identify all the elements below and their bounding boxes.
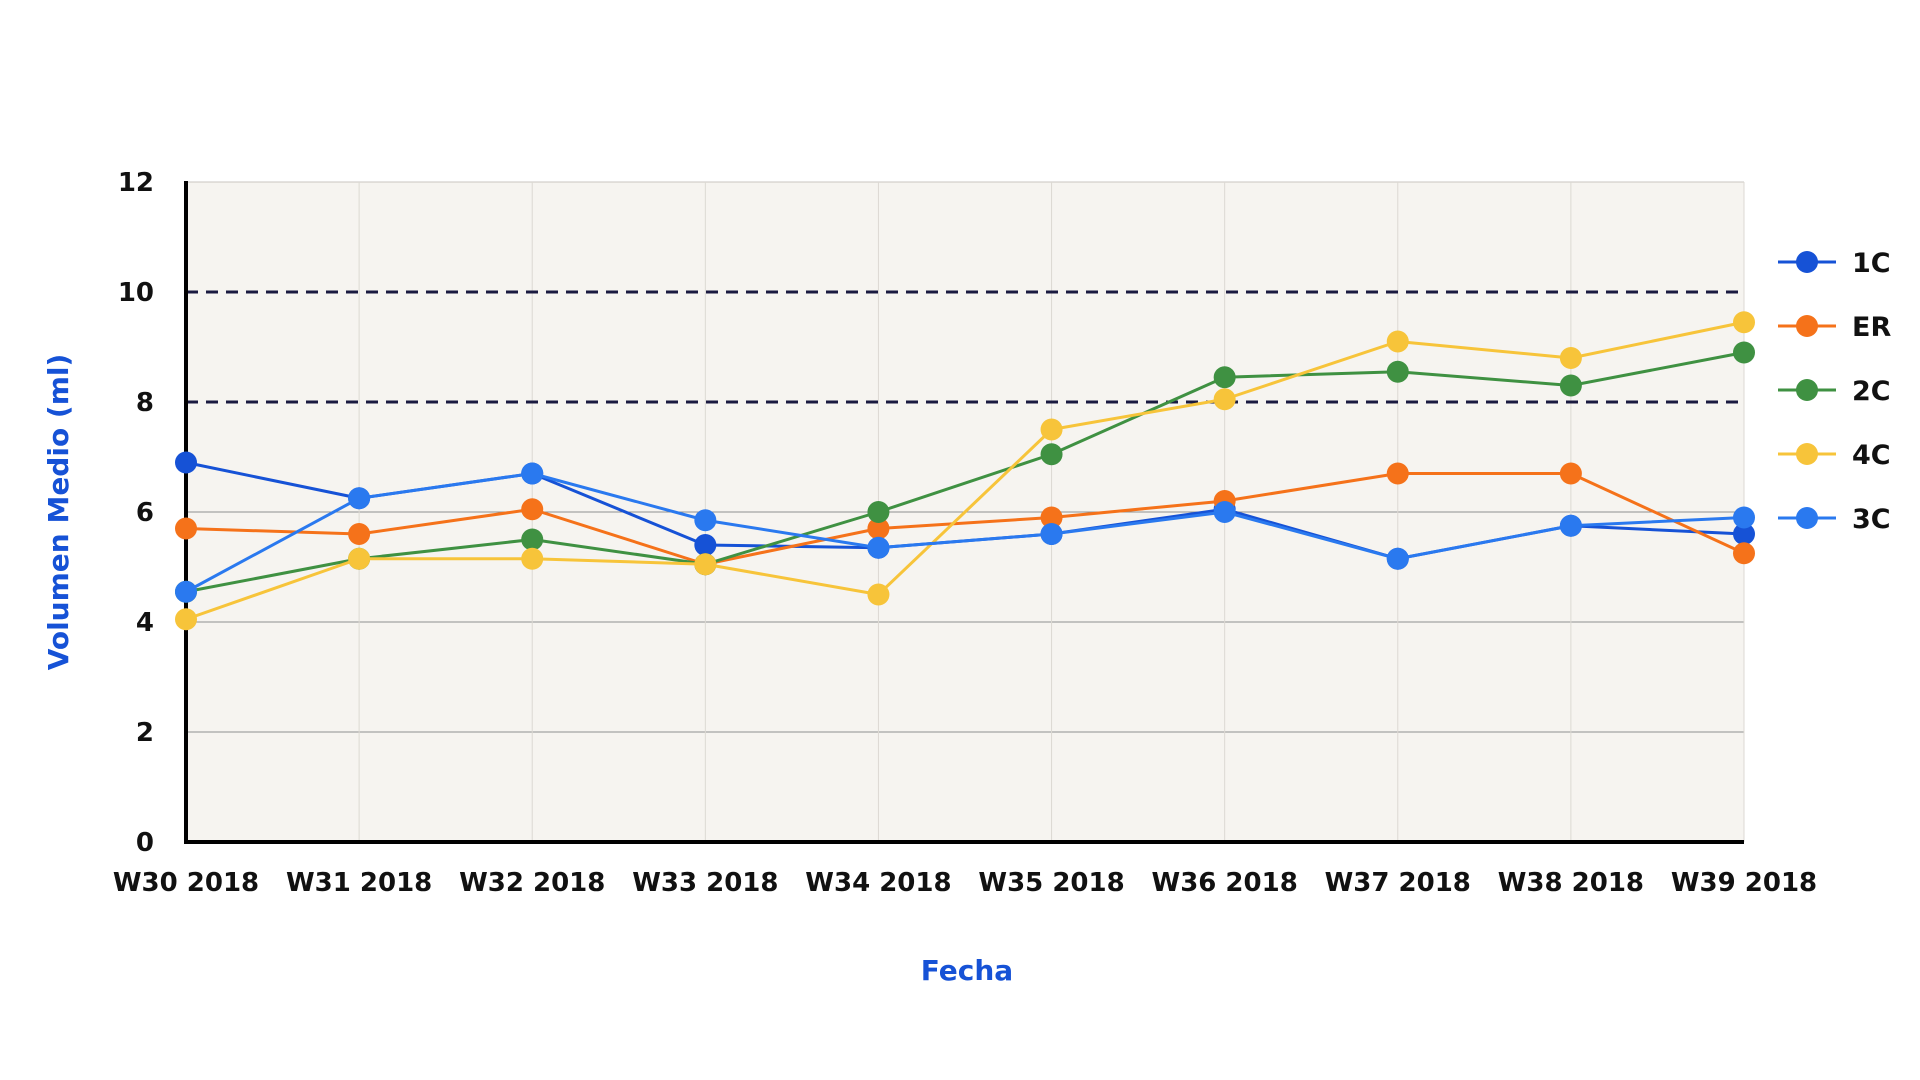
y-tick-label: 0 [136,828,154,858]
y-tick-label: 10 [118,278,154,308]
data-point[interactable] [1386,330,1409,353]
data-point[interactable] [1386,462,1409,485]
data-point[interactable] [694,534,717,556]
legend-item-3C[interactable]: 3C [1778,504,1891,535]
data-point[interactable] [1733,506,1755,529]
legend-swatch-marker [1796,379,1818,401]
data-point[interactable] [1040,506,1063,529]
data-point[interactable] [1213,501,1236,523]
legend-label: 3C [1852,504,1891,535]
legend-label: ER [1852,312,1891,343]
data-point[interactable] [1386,360,1409,383]
legend-item-2C[interactable]: 2C [1778,376,1891,407]
x-tick-label: W36 2018 [1152,868,1298,898]
x-tick-label: W30 2018 [113,868,259,898]
legend-swatch-marker [1796,315,1818,337]
legend-swatch-marker [1796,507,1818,529]
data-point[interactable] [1733,542,1755,565]
data-point[interactable] [1040,523,1063,545]
legend-label: 4C [1852,440,1891,471]
data-point[interactable] [1559,374,1582,397]
y-tick-label: 6 [136,498,154,528]
x-tick-label: W32 2018 [459,868,605,898]
data-point[interactable] [1040,418,1063,441]
legend: 1C ER 2C 4C 3C [1778,248,1891,535]
data-point[interactable] [175,580,197,603]
tick-labels: 0 2 4 6 8 10 12 W30 2018 W31 2018 W32 2018 W33 201… [113,168,1817,898]
series-line-4C [185,320,1745,621]
y-tick-label: 12 [118,168,154,198]
data-point[interactable] [694,553,717,576]
data-point[interactable] [1040,443,1063,466]
axes [184,181,1744,844]
data-point[interactable] [1213,388,1236,411]
x-tick-label: W31 2018 [286,868,432,898]
x-tick-label: W38 2018 [1498,868,1644,898]
data-point[interactable] [867,536,890,559]
series [175,311,1755,631]
data-point[interactable] [175,608,197,631]
y-axis-title: Volumen Medio (ml) [42,354,75,671]
data-point[interactable] [867,501,890,523]
data-point[interactable] [1559,514,1582,537]
x-tick-label: W34 2018 [805,868,951,898]
data-point[interactable] [1559,462,1582,485]
legend-item-ER[interactable]: ER [1778,312,1891,343]
legend-item-4C[interactable]: 4C [1778,440,1891,471]
data-point[interactable] [175,517,197,540]
legend-swatch-marker [1796,251,1818,273]
data-point[interactable] [348,487,371,510]
data-point[interactable] [348,523,371,545]
data-point[interactable] [1733,523,1755,545]
data-point[interactable] [521,498,544,521]
series-line-3C [185,472,1745,594]
data-point[interactable] [867,583,890,606]
legend-label: 1C [1852,248,1891,279]
series-3C [175,462,1755,603]
series-4C [175,311,1755,631]
x-tick-label: W35 2018 [978,868,1124,898]
data-point[interactable] [521,528,544,551]
data-point[interactable] [175,451,197,474]
x-tick-label: W39 2018 [1671,868,1817,898]
data-point[interactable] [1213,366,1236,389]
data-point[interactable] [521,547,544,570]
data-point[interactable] [348,547,371,570]
y-tick-label: 2 [136,718,154,748]
data-point[interactable] [1733,341,1755,364]
x-tick-label: W37 2018 [1325,868,1471,898]
data-point[interactable] [1386,547,1409,570]
series-line-ER [185,472,1745,566]
data-point[interactable] [694,509,717,532]
y-tick-label: 4 [136,608,154,638]
legend-label: 2C [1852,376,1891,407]
x-tick-label: W33 2018 [632,868,778,898]
legend-swatch-marker [1796,443,1818,465]
data-point[interactable] [1559,347,1582,369]
series-line-2C [185,351,1745,594]
y-tick-label: 8 [136,388,154,418]
legend-item-1C[interactable]: 1C [1778,248,1891,279]
data-point[interactable] [867,517,890,540]
data-point[interactable] [1733,311,1755,334]
data-point[interactable] [521,462,544,485]
x-axis-title: Fecha [921,954,1013,987]
